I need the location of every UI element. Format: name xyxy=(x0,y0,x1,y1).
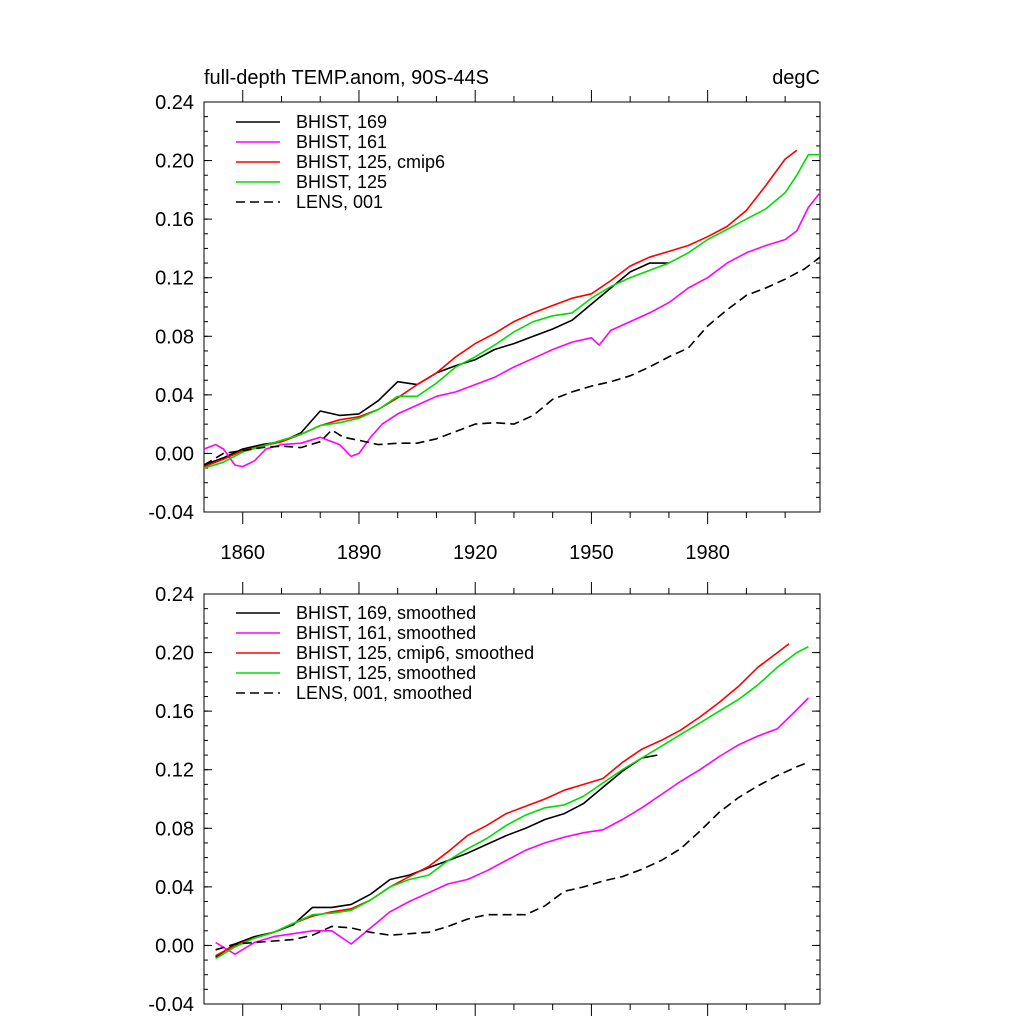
legend-label: LENS, 001 xyxy=(296,192,383,212)
y-tick-label: 0.04 xyxy=(155,385,194,407)
y-tick-label: 0.16 xyxy=(155,701,194,723)
y-tick-label: 0.24 xyxy=(155,92,194,114)
y-tick-label: 0.04 xyxy=(155,877,194,899)
y-tick-label: 0.12 xyxy=(155,760,194,782)
legend-label: BHIST, 161 xyxy=(296,132,387,152)
series-line xyxy=(215,754,658,958)
bottom-panel: -0.04 0.00 0.04 0.08 0.12 0.16 0.20 0.24 BHIST, … xyxy=(148,582,821,1016)
legend-label: BHIST, 169 xyxy=(296,112,387,132)
y-tick-label: 0.08 xyxy=(155,818,194,840)
x-tick-label: 1950 xyxy=(569,542,614,564)
series-line xyxy=(203,192,821,468)
top-panel-units: degC xyxy=(772,67,820,89)
legend-label: BHIST, 125 xyxy=(296,172,387,192)
y-tick-label: 0.12 xyxy=(155,268,194,290)
y-tick-label: 0.00 xyxy=(155,443,194,465)
legend-label: BHIST, 125, cmip6, smoothed xyxy=(296,643,534,663)
series-line xyxy=(215,643,790,957)
y-tick-label: -0.04 xyxy=(148,502,194,524)
y-tick-label: 0.16 xyxy=(155,209,194,231)
y-tick-label: 0.20 xyxy=(155,151,194,173)
legend-label: LENS, 001, smoothed xyxy=(296,683,472,703)
legend-label: BHIST, 125, cmip6 xyxy=(296,152,445,172)
x-tick-label: 1860 xyxy=(220,542,265,564)
x-tick-label: 1890 xyxy=(337,542,382,564)
series-line xyxy=(203,153,820,469)
y-tick-label: 0.00 xyxy=(155,935,194,957)
y-tick-label: -0.04 xyxy=(148,994,194,1016)
legend-label: BHIST, 125, smoothed xyxy=(296,663,476,683)
series-line xyxy=(215,697,809,955)
series-line xyxy=(203,149,798,468)
series-line xyxy=(203,256,821,466)
x-tick-label: 1980 xyxy=(685,542,730,564)
legend-label: BHIST, 161, smoothed xyxy=(296,623,476,643)
y-tick-label: 0.24 xyxy=(155,584,194,606)
series-line xyxy=(215,761,809,951)
legend-label: BHIST, 169, smoothed xyxy=(296,603,476,623)
y-tick-label: 0.20 xyxy=(155,643,194,665)
top-panel: full-depth TEMP.anom, 90S-44S degC -0.04… xyxy=(148,67,821,564)
y-tick-label: 0.08 xyxy=(155,326,194,348)
x-tick-label: 1920 xyxy=(453,542,498,564)
top-panel-title: full-depth TEMP.anom, 90S-44S xyxy=(204,67,489,89)
series-line xyxy=(215,645,809,960)
